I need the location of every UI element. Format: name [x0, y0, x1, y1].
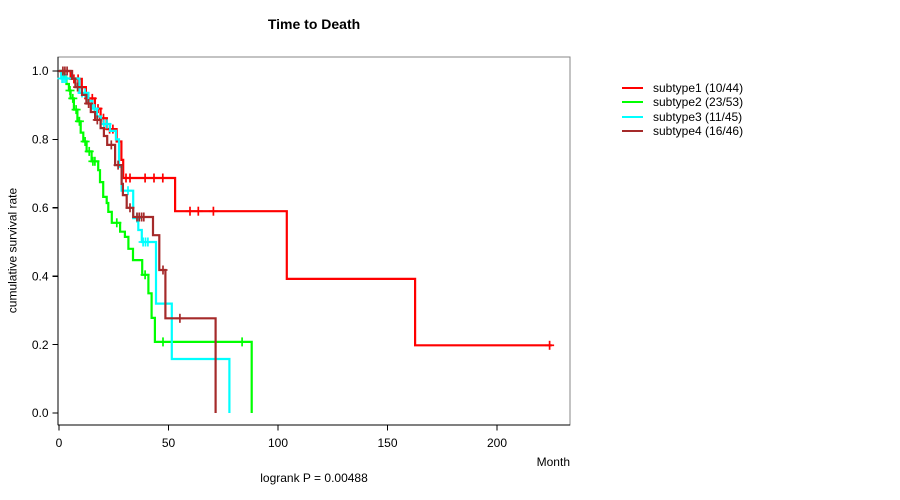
x-tick-label: 0 — [56, 436, 63, 450]
x-tick-label: 100 — [268, 436, 288, 450]
x-tick-label: 50 — [162, 436, 176, 450]
legend-item: subtype1 (10/44) — [622, 81, 743, 95]
legend-item: subtype2 (23/53) — [622, 95, 743, 109]
plot-box — [57, 56, 571, 426]
legend-swatch-line — [622, 130, 643, 133]
legend: subtype1 (10/44) subtype2 (23/53) subtype3… — [622, 81, 743, 138]
legend-swatch-line — [622, 87, 643, 90]
survival-curve-4 — [59, 69, 217, 413]
y-tick-label: 0.8 — [32, 133, 49, 147]
x-axis-label: Month — [536, 455, 570, 469]
logrank-pvalue: logrank P = 0.00488 — [260, 471, 368, 485]
x-tick-label: 150 — [377, 436, 397, 450]
x-tick-label: 200 — [487, 436, 507, 450]
legend-swatch-line — [622, 101, 643, 104]
legend-item: subtype4 (16/46) — [622, 124, 743, 138]
y-tick-label: 0.2 — [32, 338, 49, 352]
chart-title: Time to Death — [267, 16, 361, 32]
legend-item-label: subtype3 (11/45) — [653, 109, 743, 124]
y-tick-label: 0.4 — [32, 269, 49, 283]
legend-item-label: subtype1 (10/44) — [653, 81, 744, 96]
legend-item-label: subtype2 (23/53) — [653, 95, 744, 110]
legend-item: subtype3 (11/45) — [622, 110, 743, 124]
y-tick-label: 1.0 — [32, 64, 49, 78]
legend-swatch-line — [622, 115, 643, 118]
y-tick-label: 0.6 — [32, 201, 49, 215]
y-tick-label: 0.0 — [32, 406, 49, 420]
legend-item-label: subtype4 (16/46) — [653, 124, 744, 139]
